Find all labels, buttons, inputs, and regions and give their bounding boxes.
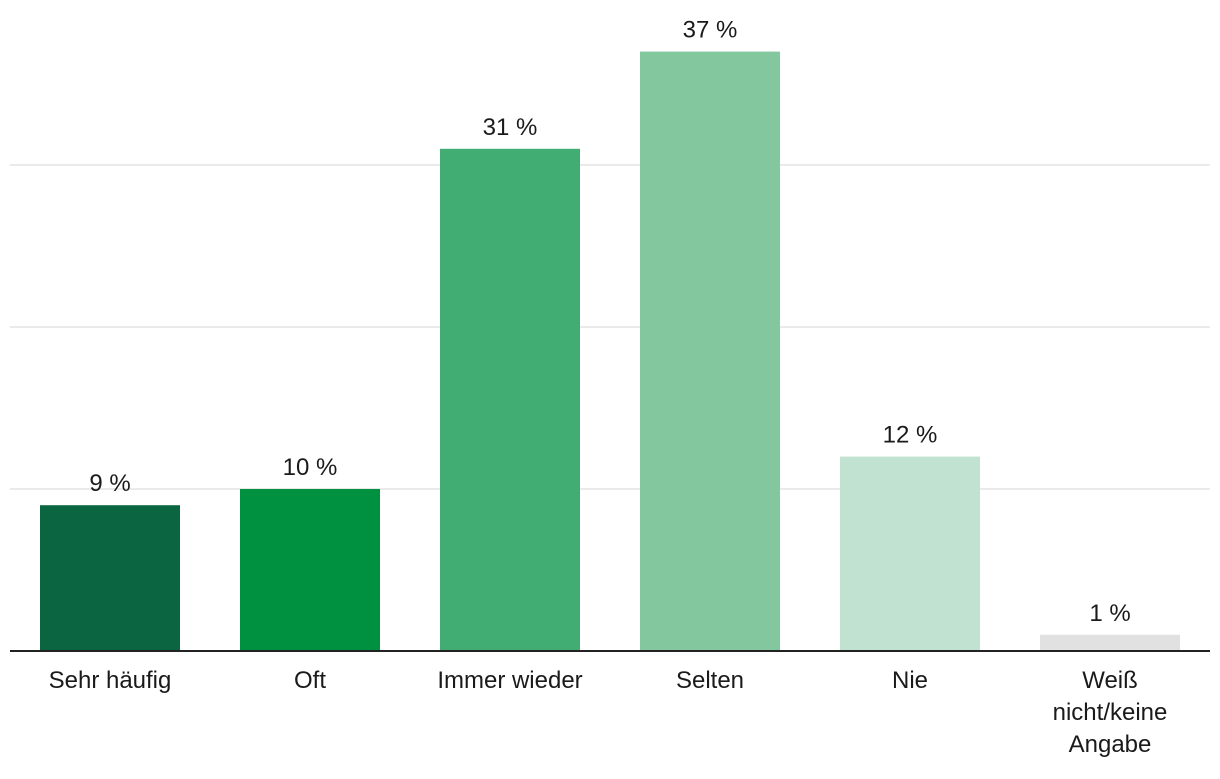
category-label-line: Immer wieder bbox=[437, 667, 582, 694]
category-label-line: Oft bbox=[294, 667, 326, 694]
bar-value-label: 31 % bbox=[483, 114, 538, 141]
category-label: Selten bbox=[676, 667, 744, 694]
category-label-line: Selten bbox=[676, 667, 744, 694]
bar bbox=[640, 51, 780, 652]
bar-value-label: 37 % bbox=[683, 17, 738, 44]
bar-value-label: 9 % bbox=[89, 470, 130, 497]
bars bbox=[40, 51, 1180, 652]
bar bbox=[1040, 634, 1180, 651]
bar-value-label: 1 % bbox=[1089, 600, 1130, 627]
bar-value-label: 10 % bbox=[283, 454, 338, 481]
category-labels: Sehr häufig Oft Immer wieder Selten Nie Weiß n… bbox=[49, 667, 1168, 758]
category-label: Sehr häufig bbox=[49, 667, 172, 694]
bar bbox=[40, 505, 180, 651]
category-label-line: Weiß bbox=[1082, 667, 1138, 694]
bar bbox=[840, 456, 980, 651]
bar bbox=[240, 489, 380, 651]
gridlines bbox=[10, 164, 1210, 490]
category-label-line: Angabe bbox=[1069, 731, 1152, 758]
bar-value-label: 12 % bbox=[883, 422, 938, 449]
category-label: Immer wieder bbox=[437, 667, 582, 694]
category-label: Weiß nicht/keine Angabe bbox=[1053, 667, 1168, 758]
category-label-line: Sehr häufig bbox=[49, 667, 172, 694]
bar bbox=[440, 148, 580, 652]
category-label-line: Nie bbox=[892, 667, 928, 694]
value-labels: 9 % 10 % 31 % 37 % 12 % 1 % bbox=[89, 17, 1130, 627]
category-label-line: nicht/keine bbox=[1053, 699, 1168, 726]
category-label: Oft bbox=[294, 667, 326, 694]
category-label: Nie bbox=[892, 667, 928, 694]
